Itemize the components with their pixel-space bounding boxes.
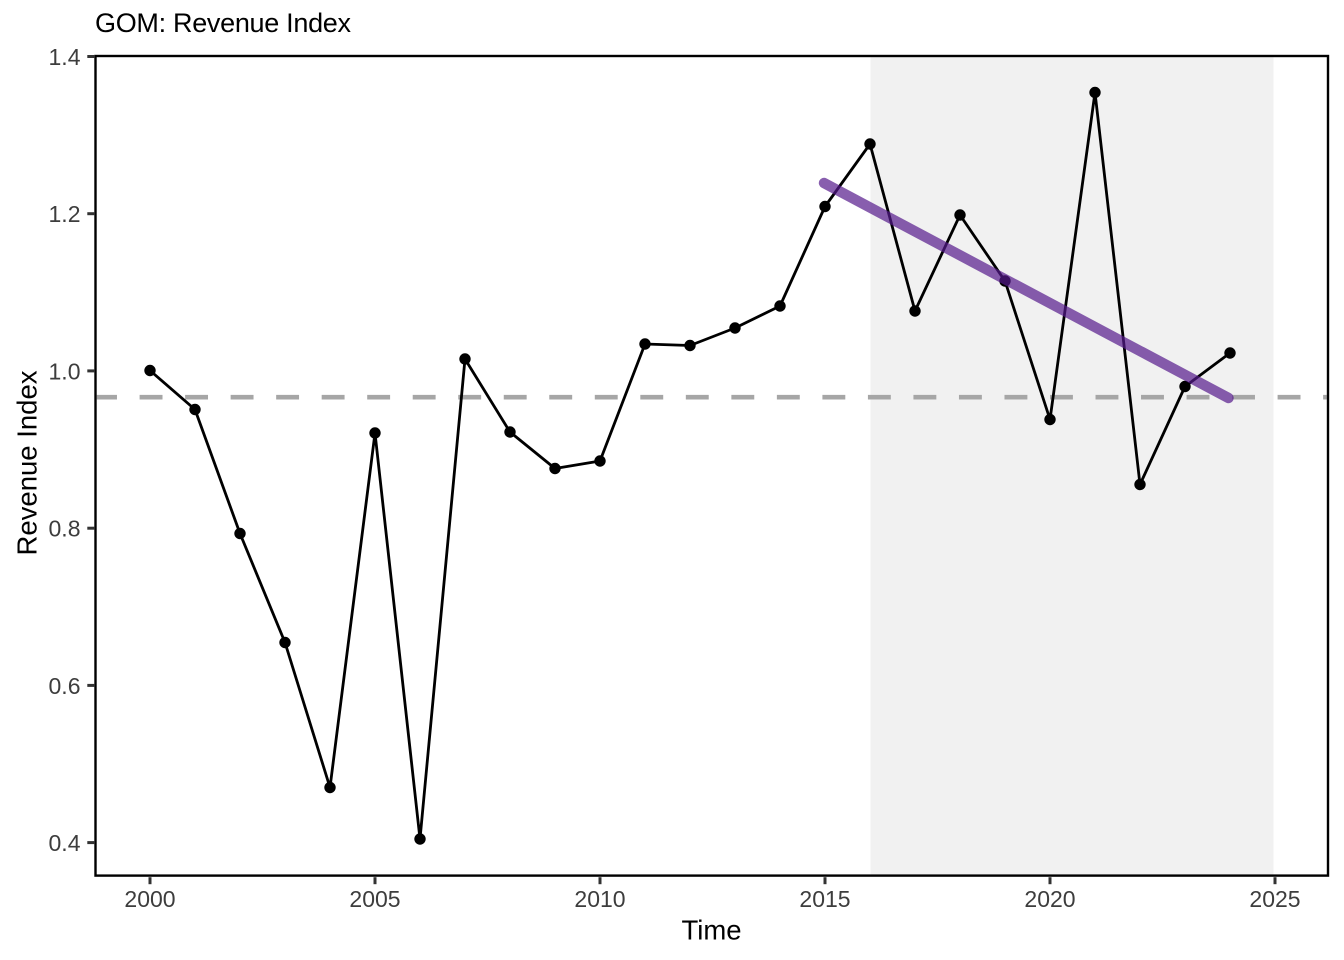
svg-text:0.4: 0.4 — [49, 830, 81, 856]
svg-text:1.2: 1.2 — [49, 201, 81, 227]
svg-text:Time: Time — [681, 915, 741, 946]
svg-text:2015: 2015 — [799, 886, 850, 912]
svg-text:0.8: 0.8 — [49, 516, 81, 542]
svg-text:2005: 2005 — [349, 886, 400, 912]
svg-text:2000: 2000 — [124, 886, 175, 912]
svg-text:1.0: 1.0 — [49, 358, 81, 384]
svg-text:2020: 2020 — [1024, 886, 1075, 912]
svg-text:Revenue Index: Revenue Index — [12, 370, 43, 555]
svg-text:GOM: Revenue Index: GOM: Revenue Index — [95, 8, 352, 38]
svg-text:0.6: 0.6 — [49, 673, 81, 699]
svg-text:1.4: 1.4 — [49, 44, 81, 70]
svg-text:2010: 2010 — [574, 886, 625, 912]
svg-text:2025: 2025 — [1249, 886, 1300, 912]
